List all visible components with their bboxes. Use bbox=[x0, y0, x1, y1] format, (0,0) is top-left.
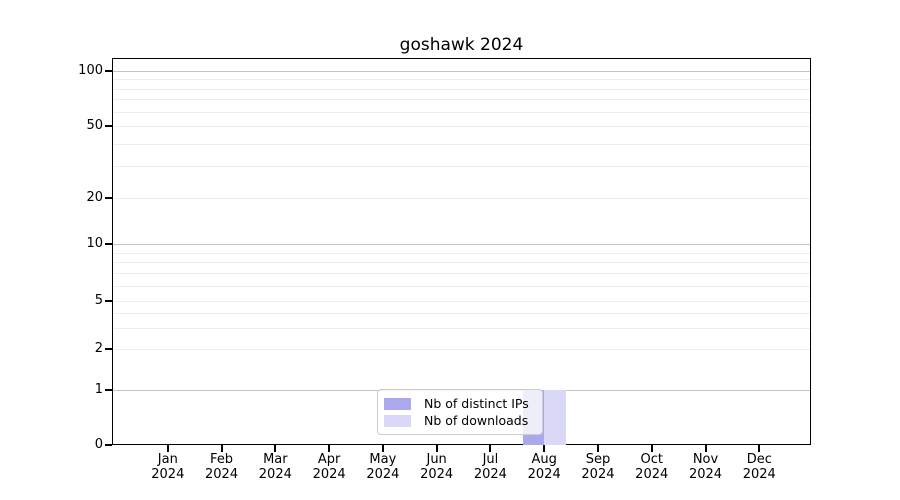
legend-label-distinct-ips: Nb of distinct IPs bbox=[424, 396, 529, 411]
x-tick-mark-may bbox=[381, 445, 384, 452]
y-tick-label-2: 2 bbox=[94, 341, 103, 356]
x-tick-label-jul: Jul 2024 bbox=[473, 452, 507, 482]
x-tick-label-feb: Feb 2024 bbox=[205, 452, 239, 482]
minor-gridline-80 bbox=[113, 88, 810, 90]
minor-gridline-40 bbox=[113, 143, 810, 145]
y-tick-label-1: 1 bbox=[94, 382, 103, 397]
x-tick-mark-nov bbox=[704, 445, 707, 452]
x-tick-label-jan: Jan 2024 bbox=[151, 452, 185, 482]
legend-swatch-downloads bbox=[384, 414, 411, 427]
minor-gridline-90 bbox=[113, 79, 810, 81]
x-tick-label-nov: Nov 2024 bbox=[688, 452, 723, 482]
x-tick-mark-dec bbox=[758, 445, 761, 452]
x-tick-label-jun: Jun 2024 bbox=[420, 452, 454, 482]
minor-gridline-3 bbox=[113, 327, 810, 329]
x-tick-mark-oct bbox=[650, 445, 653, 452]
x-tick-mark-aug bbox=[543, 445, 546, 452]
major-gridline-100 bbox=[113, 71, 810, 72]
x-tick-label-oct: Oct 2024 bbox=[635, 452, 669, 482]
y-tick-mark-50 bbox=[105, 125, 112, 127]
y-tick-mark-0 bbox=[105, 444, 112, 446]
y-tick-mark-100 bbox=[105, 70, 112, 72]
minor-gridline-20 bbox=[113, 198, 810, 199]
minor-gridline-60 bbox=[113, 111, 810, 113]
x-tick-mark-sep bbox=[596, 445, 599, 452]
minor-gridline-7 bbox=[113, 273, 810, 275]
legend: Nb of distinct IPs Nb of downloads bbox=[377, 389, 543, 435]
x-tick-mark-jan bbox=[166, 445, 169, 452]
x-tick-label-mar: Mar 2024 bbox=[258, 452, 292, 482]
x-tick-mark-mar bbox=[274, 445, 277, 452]
minor-gridline-30 bbox=[113, 166, 810, 168]
x-tick-mark-feb bbox=[220, 445, 223, 452]
y-tick-mark-20 bbox=[105, 197, 112, 199]
x-tick-label-may: May 2024 bbox=[366, 452, 400, 482]
y-tick-mark-1 bbox=[105, 389, 112, 391]
y-tick-label-5: 5 bbox=[94, 293, 103, 308]
minor-gridline-8 bbox=[113, 262, 810, 264]
y-tick-label-10: 10 bbox=[86, 236, 103, 251]
x-tick-label-apr: Apr 2024 bbox=[312, 452, 346, 482]
x-tick-label-dec: Dec 2024 bbox=[742, 452, 776, 482]
bar-downloads-aug bbox=[544, 390, 566, 445]
minor-gridline-9 bbox=[113, 252, 810, 254]
y-tick-mark-5 bbox=[105, 300, 112, 302]
y-tick-label-50: 50 bbox=[86, 118, 103, 133]
y-tick-label-20: 20 bbox=[86, 190, 103, 205]
legend-label-downloads: Nb of downloads bbox=[424, 413, 529, 428]
minor-gridline-70 bbox=[113, 99, 810, 101]
legend-swatch-distinct-ips bbox=[384, 397, 411, 410]
y-tick-mark-10 bbox=[105, 243, 112, 245]
legend-row-downloads: Nb of downloads bbox=[384, 412, 542, 429]
x-tick-label-aug: Aug 2024 bbox=[527, 452, 561, 482]
x-tick-mark-apr bbox=[328, 445, 331, 452]
y-tick-mark-2 bbox=[105, 348, 112, 350]
minor-gridline-5 bbox=[113, 301, 810, 302]
x-tick-mark-jul bbox=[489, 445, 492, 452]
legend-row-distinct-ips: Nb of distinct IPs bbox=[384, 395, 542, 412]
major-gridline-10 bbox=[113, 244, 810, 245]
x-tick-mark-jun bbox=[435, 445, 438, 452]
minor-gridline-2 bbox=[113, 349, 810, 350]
y-tick-label-100: 100 bbox=[78, 63, 103, 78]
minor-gridline-4 bbox=[113, 312, 810, 314]
y-tick-label-0: 0 bbox=[94, 437, 103, 452]
x-tick-label-sep: Sep 2024 bbox=[581, 452, 615, 482]
minor-gridline-6 bbox=[113, 286, 810, 287]
minor-gridline-50 bbox=[113, 126, 810, 127]
plot-area: 0 1 2 5 10 20 50 100 Jan 2024 Feb 2024 Mar 2024 Apr 20… bbox=[78, 58, 811, 482]
chart-title: goshawk 2024 bbox=[399, 35, 524, 55]
